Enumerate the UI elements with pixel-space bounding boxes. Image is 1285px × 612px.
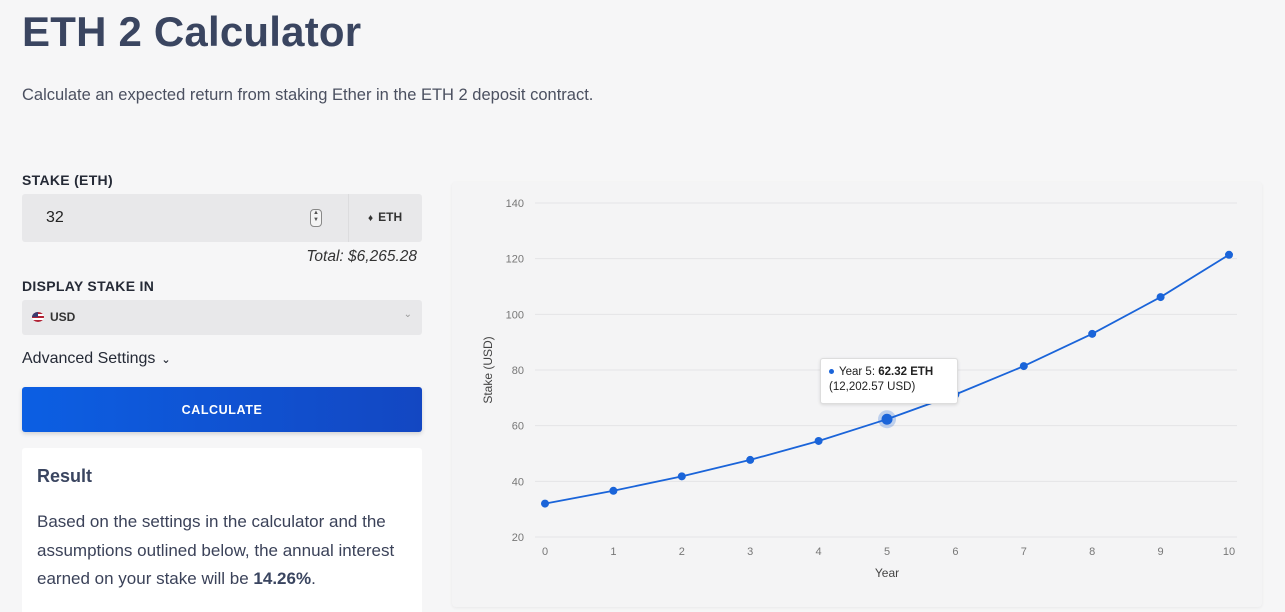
advanced-settings-toggle[interactable]: Advanced Settings ⌄ (22, 350, 171, 368)
x-tick-label: 9 (1158, 546, 1164, 558)
calculate-button[interactable]: CALCULATE (22, 387, 422, 432)
data-point (1156, 293, 1165, 302)
result-period: . (311, 569, 316, 588)
data-point (677, 472, 686, 481)
stake-input[interactable] (22, 194, 348, 242)
x-tick-label: 3 (747, 546, 753, 558)
y-tick-label: 120 (506, 254, 524, 266)
x-tick-label: 10 (1223, 546, 1235, 558)
stake-total: Total: $6,265.28 (306, 248, 417, 265)
data-point (746, 455, 755, 464)
currency-select-value: USD (50, 310, 76, 324)
page-title: ETH 2 Calculator (22, 8, 362, 55)
chart-svg: 20 40 60 80 100 120 140 0 1 2 3 4 5 6 7 8 9 10 Year Stake (… (481, 198, 1237, 580)
data-point (881, 413, 893, 425)
x-tick-label: 2 (679, 546, 685, 558)
x-tick-label: 7 (1021, 546, 1027, 558)
result-panel: Result Based on the settings in the calc… (22, 448, 422, 612)
tooltip-sub: (12,202.57 USD) (829, 381, 916, 393)
stake-unit: ♦ ETH (368, 210, 402, 224)
ethereum-icon: ♦ (368, 213, 374, 224)
stake-field: ▲▼ ♦ ETH (22, 194, 422, 242)
display-stake-label: DISPLAY STAKE IN (22, 278, 155, 294)
result-rate: 14.26% (253, 569, 312, 588)
us-flag-icon (32, 312, 44, 322)
chevron-down-icon: ⌄ (161, 354, 171, 366)
chevron-down-icon: ⌄ (403, 309, 412, 320)
x-tick-label: 0 (542, 546, 548, 558)
y-tick-label: 60 (512, 421, 524, 433)
result-title: Result (37, 466, 93, 486)
y-tick-label: 140 (506, 198, 524, 210)
x-tick-label: 8 (1089, 546, 1095, 558)
data-point (609, 486, 618, 495)
x-axis-label: Year (875, 566, 899, 580)
data-point (1225, 250, 1233, 259)
stake-unit-label: ETH (378, 210, 403, 224)
x-tick-label: 5 (884, 546, 890, 558)
data-point (1088, 329, 1097, 338)
result-text: Based on the settings in the calculator … (37, 508, 417, 594)
stake-chart: 20 40 60 80 100 120 140 0 1 2 3 4 5 6 7 8 9 10 Year Stake (… (452, 182, 1262, 607)
chart-tooltip: Year 5: 62.32 ETH (12,202.57 USD) (820, 358, 958, 404)
data-point (814, 436, 823, 445)
unit-divider (348, 194, 349, 242)
y-tick-label: 20 (512, 532, 524, 544)
stake-label: STAKE (ETH) (22, 172, 113, 188)
stake-spinner[interactable]: ▲ ▼ (310, 209, 322, 227)
advanced-settings-label: Advanced Settings (22, 350, 156, 367)
y-tick-label: 80 (512, 365, 524, 377)
currency-select[interactable]: USD ⌄ (22, 300, 422, 335)
x-tick-label: 1 (610, 546, 616, 558)
data-point (541, 499, 549, 508)
result-description: Based on the settings in the calculator … (37, 512, 395, 588)
y-tick-label: 40 (512, 476, 524, 488)
x-tick-label: 6 (952, 546, 958, 558)
page-subtitle: Calculate an expected return from stakin… (22, 86, 594, 104)
tooltip-series-dot (829, 369, 834, 375)
tooltip-label: Year 5: (839, 366, 879, 378)
y-tick-label: 100 (506, 309, 524, 321)
data-point (1019, 362, 1028, 371)
x-tick-label: 4 (816, 546, 822, 558)
tooltip-value: 62.32 ETH (878, 366, 934, 378)
y-axis-label: Stake (USD) (481, 336, 495, 403)
